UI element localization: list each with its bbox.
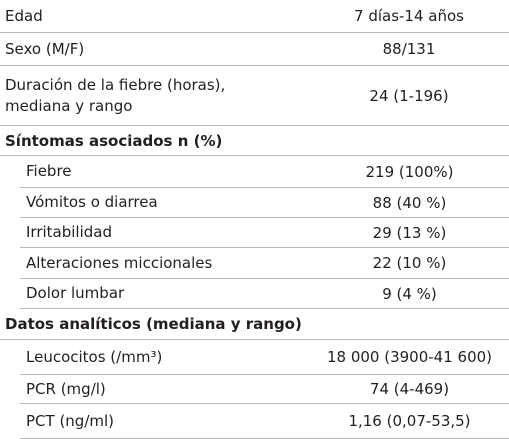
row-value: 1,16 (0,07-53,5) bbox=[348, 412, 471, 430]
row-value: 29 (13 %) bbox=[372, 223, 447, 242]
row-label: Edad bbox=[5, 6, 43, 25]
row-value: 88 (40 %) bbox=[372, 193, 447, 212]
row-label: Duración de la fiebre (horas), mediana y… bbox=[5, 75, 226, 115]
row-value: 22 (10 %) bbox=[372, 254, 447, 272]
row-label: PCR (mg/l) bbox=[26, 379, 106, 398]
row-value: 88/131 bbox=[382, 40, 436, 58]
row-label: Vómitos o diarrea bbox=[26, 193, 158, 211]
table-row: PCT (ng/ml) 1,16 (0,07-53,5) bbox=[20, 404, 509, 439]
table-row: Dolor lumbar 9 (4 %) bbox=[20, 279, 509, 309]
row-value: 24 (1-196) bbox=[369, 86, 449, 105]
row-label: Sexo (M/F) bbox=[5, 39, 85, 58]
row-label: Fiebre bbox=[26, 162, 72, 180]
table-row: Fiebre 219 (100%) bbox=[20, 156, 509, 188]
section-header: Datos analíticos (mediana y rango) bbox=[0, 309, 509, 340]
table-row: PCR (mg/l) 74 (4-469) bbox=[20, 375, 509, 404]
row-value: 9 (4 %) bbox=[382, 284, 437, 303]
table-row: Irritabilidad 29 (13 %) bbox=[20, 218, 509, 248]
row-value: 74 (4-469) bbox=[369, 380, 450, 398]
table-row: Leucocitos (/mm³) 18 000 (3900-41 600) bbox=[20, 340, 509, 375]
row-value: 18 000 (3900-41 600) bbox=[326, 348, 493, 366]
table-row: Alteraciones miccionales 22 (10 %) bbox=[20, 248, 509, 279]
row-label: Alteraciones miccionales bbox=[26, 253, 213, 272]
row-label: Dolor lumbar bbox=[26, 284, 125, 302]
row-value: 7 días-14 años bbox=[354, 7, 464, 25]
section-header: Síntomas asociados n (%) bbox=[0, 126, 509, 156]
table-row: Duración de la fiebre (horas), mediana y… bbox=[0, 66, 509, 126]
table-row: Edad 7 días-14 años bbox=[0, 0, 509, 33]
section-title: Síntomas asociados n (%) bbox=[5, 131, 223, 150]
row-value: 219 (100%) bbox=[365, 162, 454, 181]
row-label: Irritabilidad bbox=[26, 223, 112, 241]
row-label: PCT (ng/ml) bbox=[26, 411, 115, 430]
row-label: Leucocitos (/mm³) bbox=[26, 347, 163, 366]
section-title: Datos analíticos (mediana y rango) bbox=[5, 315, 302, 333]
table-row: Vómitos o diarrea 88 (40 %) bbox=[20, 188, 509, 218]
table-row: Sexo (M/F) 88/131 bbox=[0, 33, 509, 66]
